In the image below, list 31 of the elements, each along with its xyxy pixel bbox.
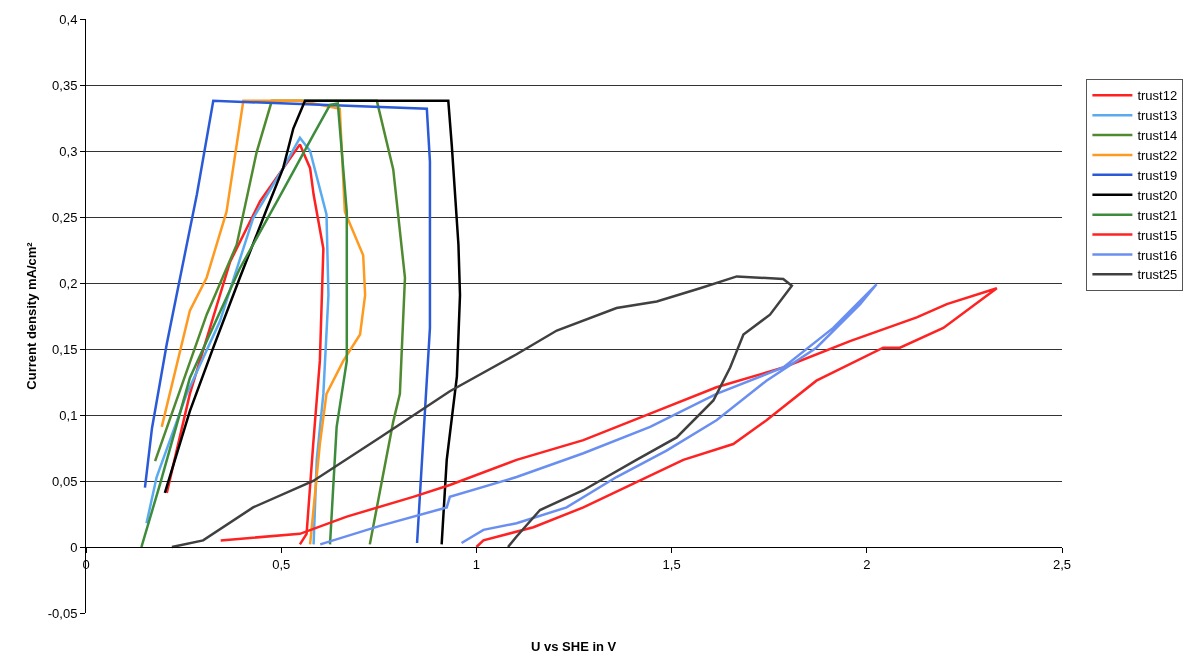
legend-label: trust21 (1137, 207, 1178, 223)
y-tick-label: 0,4 (59, 11, 78, 27)
y-tick-label: 0,25 (52, 209, 78, 225)
y-tick-label: 0,15 (52, 341, 78, 357)
x-tick-label: 1,5 (662, 556, 681, 572)
legend-label: trust13 (1137, 108, 1178, 124)
x-tick-label: 0,5 (272, 556, 291, 572)
x-axis-title: U vs SHE in V (531, 639, 617, 654)
y-tick-label: 0,05 (52, 473, 78, 489)
line-series (318, 283, 878, 546)
legend-label: trust22 (1137, 148, 1178, 164)
legend-label: trust15 (1137, 227, 1178, 243)
legend-label: trust25 (1137, 267, 1178, 283)
line-series (163, 99, 462, 546)
legend-label: trust14 (1137, 128, 1178, 144)
x-tick-label: 2,5 (1052, 556, 1072, 572)
line-series (170, 275, 794, 549)
y-tick-label: -0,05 (47, 605, 78, 621)
y-axis-title: Current density mA/cm² (23, 241, 39, 390)
legend-label: trust16 (1137, 247, 1178, 263)
legend-label: trust12 (1137, 88, 1178, 104)
y-tick-label: 0 (70, 539, 78, 555)
legend-label: trust19 (1137, 167, 1178, 183)
legend-label: trust20 (1137, 187, 1178, 203)
x-tick-label: 1 (472, 556, 481, 572)
y-tick-label: 0,1 (59, 407, 78, 423)
line-series (140, 102, 349, 549)
y-tick-label: 0,35 (52, 77, 78, 93)
y-tick-label: 0,3 (59, 143, 78, 159)
y-tick-label: 0,2 (59, 275, 78, 291)
x-tick-label: 2 (863, 556, 871, 572)
